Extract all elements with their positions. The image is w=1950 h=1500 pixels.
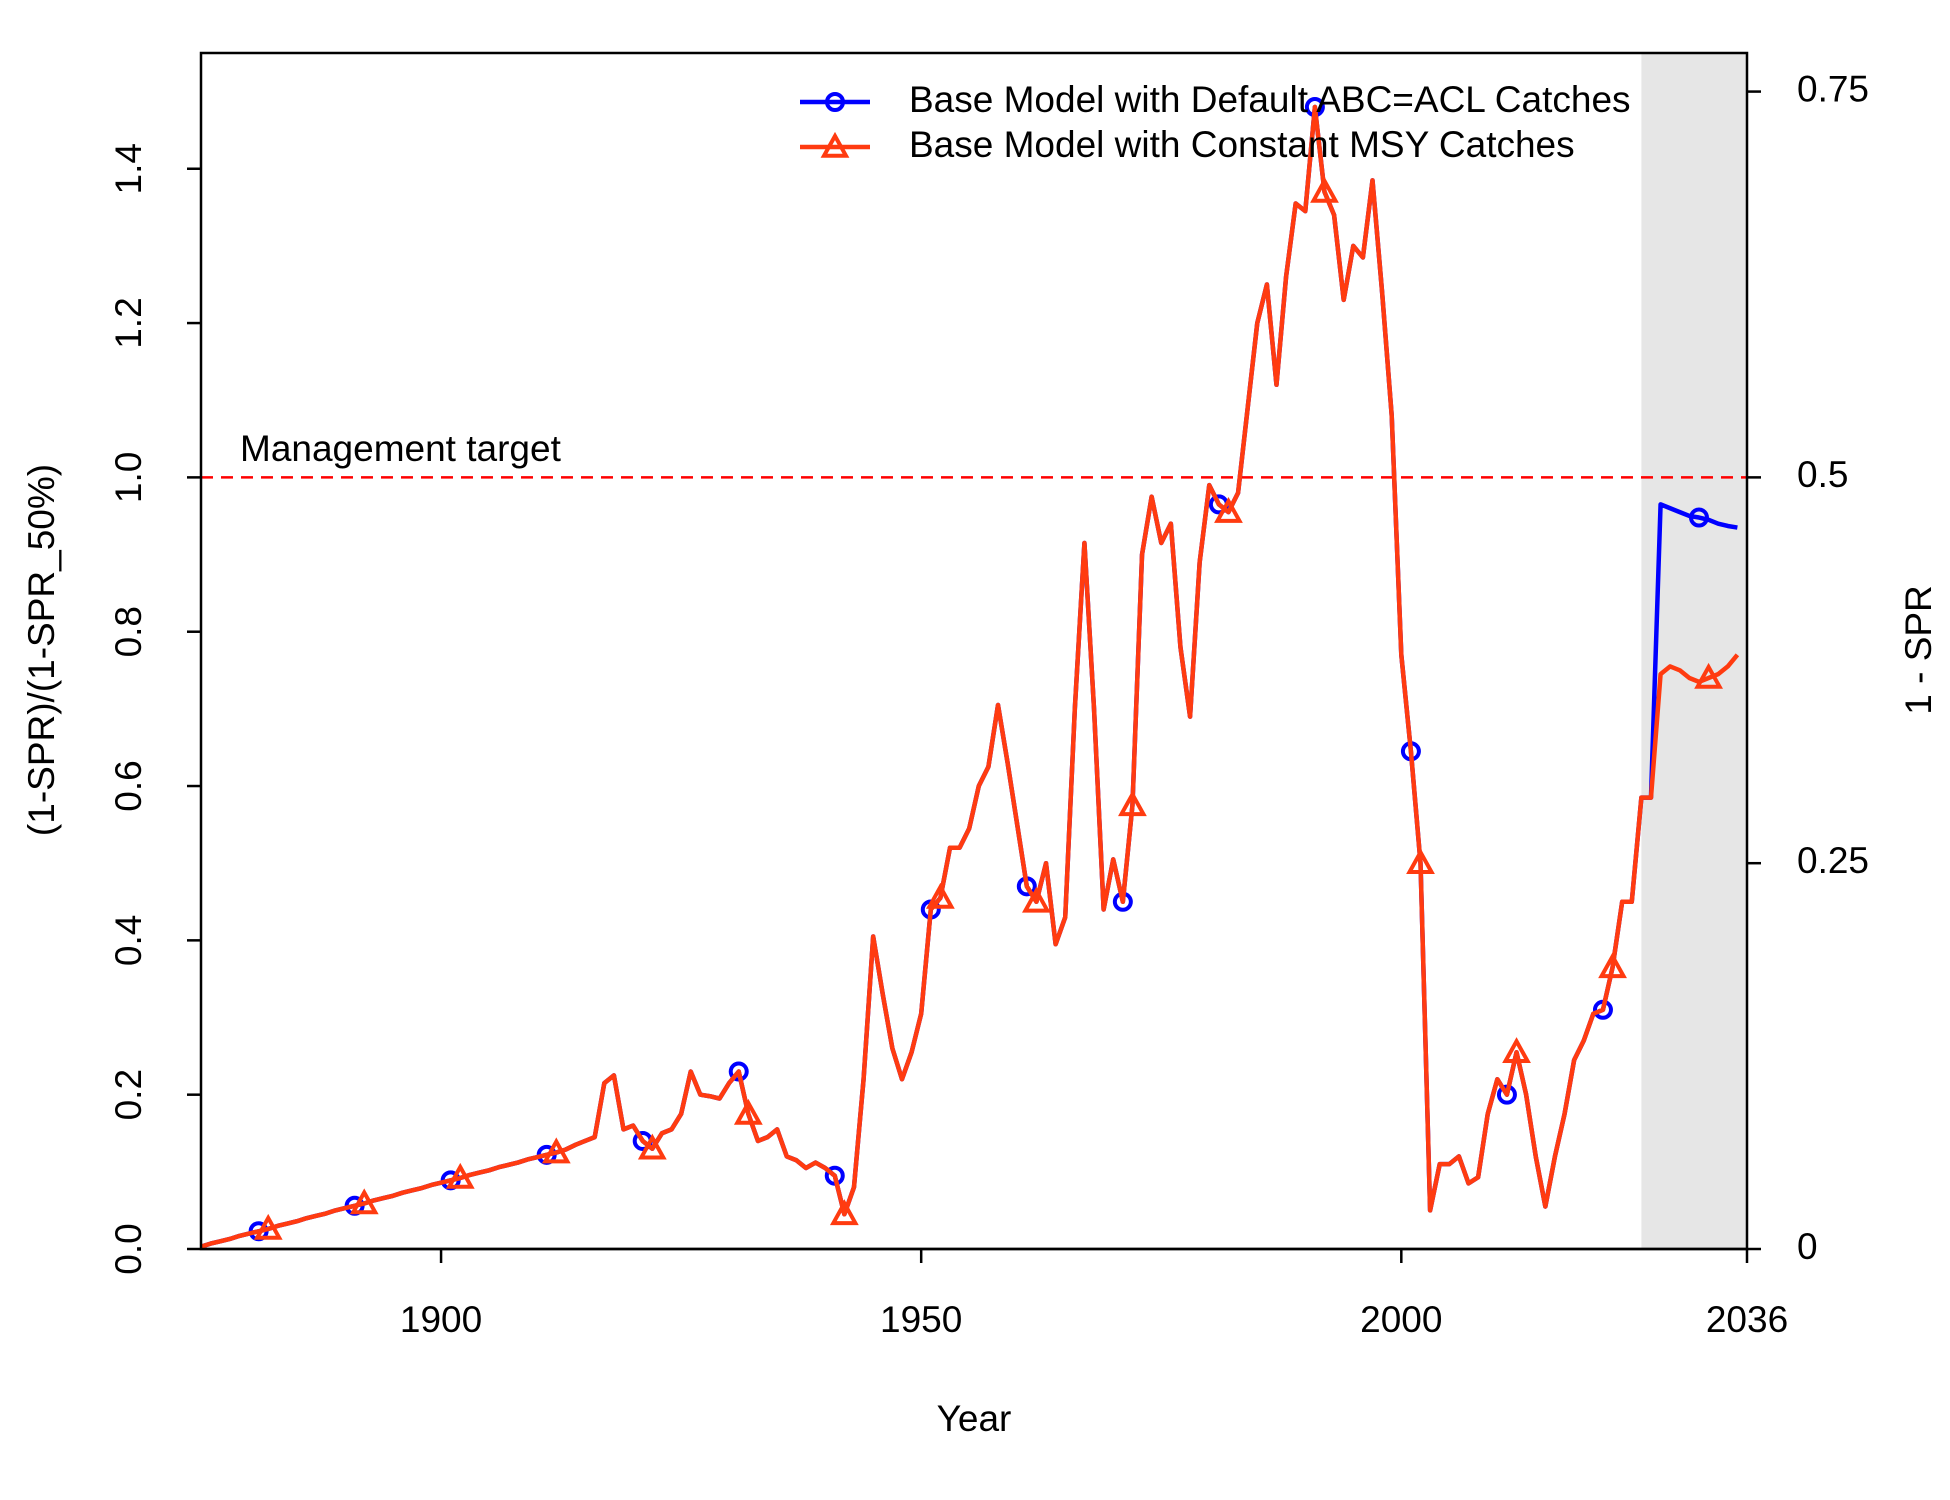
legend-label: Base Model with Constant MSY Catches: [909, 124, 1575, 165]
y-tick-label: 1.2: [108, 297, 149, 348]
series-marker: [925, 882, 955, 909]
series-marker: [637, 1133, 667, 1160]
series-marker: [733, 1098, 763, 1125]
series-marker: [1694, 662, 1723, 689]
y2-tick-label: 0: [1797, 1226, 1818, 1267]
series-marker: [1598, 952, 1627, 979]
plot-frame: [199, 51, 1749, 1251]
legend-marker: [820, 131, 850, 158]
y-tick-label: 0.6: [108, 760, 149, 811]
y2-tick-label: 0.25: [1797, 840, 1869, 881]
series-marker: [349, 1188, 379, 1215]
forecast-region: [1641, 53, 1747, 1249]
series-marker: [1688, 507, 1709, 528]
y2-tick-label: 0.75: [1797, 68, 1869, 109]
series-marker: [1502, 1037, 1531, 1064]
x-tick-label: 2036: [1706, 1299, 1788, 1340]
legend-label: Base Model with Default ABC=ACL Catches: [909, 79, 1631, 120]
y-tick-label: 1.4: [108, 143, 149, 194]
series-line: [200, 104, 1738, 1249]
y-tick-label: 0.2: [108, 1069, 149, 1120]
series-marker: [1022, 886, 1051, 913]
y-tick-label: 0.8: [108, 606, 149, 657]
target-label: Management target: [240, 428, 562, 469]
series-marker: [829, 1199, 859, 1226]
legend-marker: [825, 92, 845, 112]
series-marker: [1118, 790, 1147, 817]
series-marker: [1214, 496, 1243, 523]
series-marker: [541, 1137, 571, 1164]
series-marker: [1406, 848, 1435, 874]
x-axis-label: Year: [937, 1398, 1012, 1439]
series-marker: [1310, 176, 1339, 203]
y-axis-label: (1-SPR)/(1-SPR_50%): [21, 464, 62, 836]
y-tick-label: 0.4: [108, 915, 149, 966]
x-tick-label: 1900: [400, 1299, 482, 1340]
series-line: [200, 104, 1740, 1249]
y2-axis-label: 1 - SPR: [1898, 585, 1939, 715]
y2-tick-label: 0.5: [1797, 454, 1848, 495]
x-tick-label: 1950: [880, 1299, 962, 1340]
y-tick-label: 1.0: [108, 452, 149, 503]
series-marker: [253, 1213, 283, 1240]
series-marker: [445, 1162, 475, 1189]
x-tick-label: 2000: [1360, 1299, 1442, 1340]
y-tick-label: 0.0: [108, 1223, 149, 1274]
